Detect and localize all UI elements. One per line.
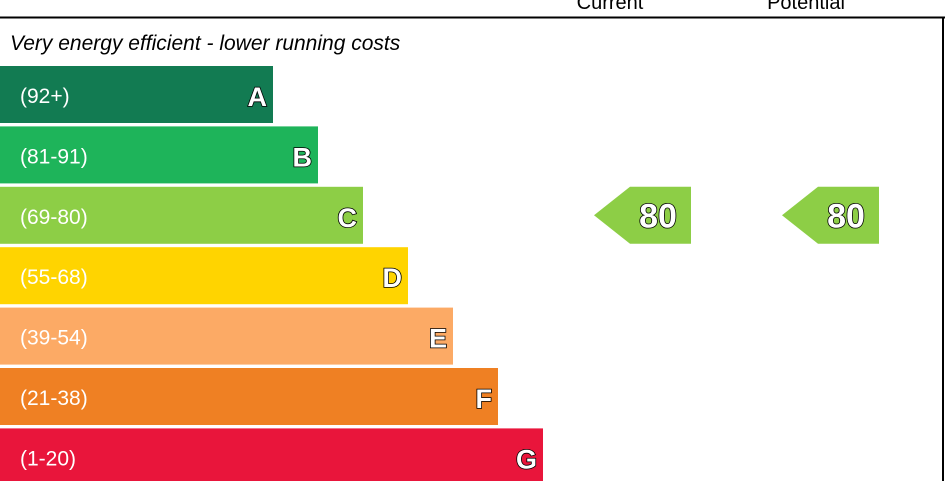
band-b-bar	[0, 126, 318, 184]
band-b-letter: B	[293, 142, 313, 172]
potential-rating-arrow	[782, 186, 879, 244]
band-g-letter: G	[516, 444, 537, 474]
band-c-range: (69-80)	[20, 206, 88, 229]
band-f-letter: F	[476, 384, 493, 414]
band-f-range: (21-38)	[20, 387, 88, 410]
potential-column-header: Potential	[767, 0, 845, 14]
band-a-bar	[0, 66, 273, 123]
band-e-letter: E	[429, 324, 447, 354]
band-f-bar	[0, 368, 498, 425]
band-g-range: (1-20)	[20, 447, 76, 470]
band-c-bar	[0, 186, 363, 244]
current-rating-arrow	[594, 186, 691, 244]
band-e-bar	[0, 307, 453, 365]
efficiency-caption-top: Very energy efficient - lower running co…	[10, 32, 401, 55]
rating-bands: (92+) A (81-91) B (69-80) C (55-68) D (39-54) E (2…	[0, 66, 543, 481]
band-a-range: (92+)	[20, 85, 70, 108]
current-rating-value: 80	[639, 197, 677, 235]
potential-rating-value: 80	[827, 197, 865, 235]
band-a-letter: A	[248, 82, 268, 112]
band-g-bar	[0, 428, 543, 481]
band-b-range: (81-91)	[20, 145, 88, 168]
band-e-range: (39-54)	[20, 327, 88, 350]
chart-frame	[0, 16, 945, 481]
band-d-letter: D	[383, 263, 403, 293]
band-d-range: (55-68)	[20, 266, 88, 289]
current-column-header: Current	[577, 0, 644, 14]
band-c-letter: C	[338, 203, 358, 233]
band-d-bar	[0, 247, 408, 305]
rating-indicators: 80 80	[594, 186, 879, 244]
